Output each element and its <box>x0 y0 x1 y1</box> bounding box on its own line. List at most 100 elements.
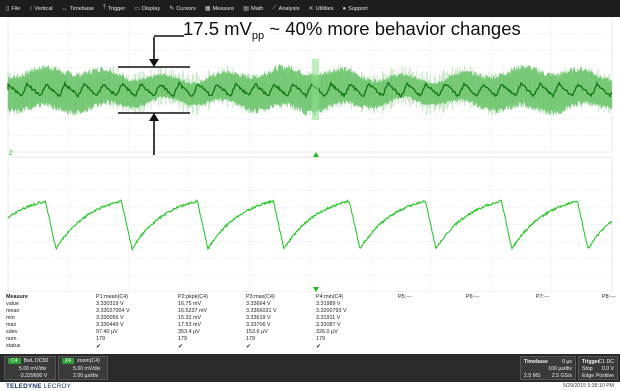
measure-cell: 3.330056 V <box>96 315 124 321</box>
file-icon: ▯ <box>6 6 10 12</box>
measure-column-header[interactable]: P6:--- <box>466 294 480 300</box>
measure-row: status ✔ ✔ ✔ ✔ <box>0 343 620 350</box>
menu-label: Support <box>348 5 368 12</box>
trigger-title: Trigger <box>582 359 600 365</box>
measure-cell: 179 <box>178 336 187 342</box>
menu-measure[interactable]: ▦ Measure <box>204 5 235 13</box>
measure-row: num 179 179 179 179 <box>0 336 620 343</box>
measure-column-header[interactable]: P4:min(C4) <box>316 294 344 300</box>
measure-row: max 3.330449 V 17.53 mV 3.33706 V 3.32087 V <box>0 322 620 329</box>
annotation-value: 17.5 mV <box>183 18 252 39</box>
trigger-marker <box>313 152 319 157</box>
measure-cell: 3.33619 V <box>246 315 271 321</box>
menu-trigger[interactable]: ⤒ Trigger <box>103 5 125 12</box>
support-icon: ● <box>342 5 347 12</box>
channel-c4-box[interactable]: C4 BwL DC50 5.00 mV/div -3.329600 V <box>4 356 56 380</box>
channel-c4-tag: C4 <box>8 358 21 364</box>
annotation-description: ~ 40% more behavior changes <box>264 18 521 39</box>
timebase-box[interactable]: Timebase 0 µs 100 µs/div 2.5 GS/s 2.5 MS <box>520 356 576 380</box>
channel-c4-offset: -3.329600 V <box>19 373 48 379</box>
analysis-icon: ⟋ <box>272 5 277 11</box>
menu-label: Vertical <box>34 5 53 12</box>
footer: TELEDYNE LECROY 5/29/2015 5:38:10 PM <box>0 382 620 391</box>
channel-z4-tag: Z4 <box>62 358 75 364</box>
menu-utilities[interactable]: ✕ Utilities <box>308 5 334 13</box>
measure-column-header[interactable]: P7:--- <box>536 294 550 300</box>
trigger-box[interactable]: Trigger C1 DC Stop 0.0 V Edge Positive <box>578 356 618 380</box>
measure-row-label: sdev <box>6 329 18 335</box>
timestamp: 5/29/2015 5:38:10 PM <box>562 383 614 389</box>
menu-support[interactable]: ● Support <box>343 6 368 12</box>
menu-label: Measure <box>212 5 235 12</box>
measure-cell: 3.33027004 V <box>96 308 130 314</box>
measure-column-header[interactable]: P8:--- <box>602 294 616 300</box>
menu-file[interactable]: ▯ File <box>6 5 21 13</box>
menu-vertical[interactable]: ↕ Vertical <box>29 6 52 12</box>
menu-cursors[interactable]: ✎ Cursors <box>169 5 196 13</box>
menu-label: Timebase <box>69 5 95 12</box>
trigger-source: C1 DC <box>598 359 614 365</box>
measure-row: value 3.330319 V 16.75 mV 3.33664 V 3.31989 … <box>0 301 620 308</box>
measure-column-header[interactable]: P5:--- <box>398 294 412 300</box>
measure-cell: 3.31911 V <box>316 315 341 321</box>
timebase-title: Timebase <box>524 359 548 365</box>
menu-analysis[interactable]: ⟋ Analysis <box>272 5 299 12</box>
menu-label: Utilities <box>315 5 334 12</box>
channel-c4-coupling: BwL DC50 <box>23 358 49 364</box>
menu-label: Trigger <box>107 5 126 12</box>
measure-column-header[interactable]: P3:max(C4) <box>246 294 275 300</box>
measure-column-header[interactable]: P1:mean(C4) <box>96 294 129 300</box>
menu-label: File <box>11 5 21 12</box>
annotation-down-arrow-head <box>149 59 159 67</box>
measure-row-label: status <box>6 343 21 349</box>
timebase-samples: 2.5 MS <box>524 373 541 379</box>
menu-label: Analysis <box>278 5 300 12</box>
annotation-text: 17.5 mVpp ~ 40% more behavior changes <box>183 18 521 42</box>
channel-descriptor-bar: C4 BwL DC50 5.00 mV/div -3.329600 V Z4 zoo… <box>0 354 620 382</box>
waveform-grid: Z <box>7 16 613 293</box>
trigger-point-band <box>312 59 319 120</box>
measure-cell: ✔ <box>178 344 184 350</box>
measure-cell: 16.75 mV <box>178 301 202 307</box>
measure-table: Measure P1:mean(C4) P2:pkpk(C4) P3:max(C4) P… <box>0 292 620 354</box>
annotation-subscript: pp <box>251 30 265 42</box>
cursors-icon: ✎ <box>169 6 175 12</box>
channel-z4-tdiv: 2.00 µs/div <box>73 373 99 379</box>
measure-cell: 3.330449 V <box>96 322 124 328</box>
measure-cell: 3.32087 V <box>316 322 341 328</box>
measure-row-label: max <box>6 322 17 328</box>
measure-cell: 179 <box>246 336 255 342</box>
menu-math[interactable]: ▤ Math <box>243 5 263 13</box>
measure-row-label: value <box>6 301 19 307</box>
menu-label: Display <box>141 5 161 12</box>
measure-cell: ✔ <box>246 344 252 350</box>
waveform-zoom-trace <box>7 80 613 99</box>
channel-z4-box[interactable]: Z4 zoom(C4) 5.00 mV/div 2.00 µs/div <box>58 356 108 380</box>
menu-display[interactable]: ▭ Display <box>134 5 161 13</box>
measure-cell: 97.40 µV <box>96 329 118 335</box>
math-icon: ▤ <box>243 6 249 12</box>
channel-c4-vdiv: 5.00 mV/div <box>19 366 47 372</box>
measure-cell: ✔ <box>96 344 102 350</box>
measure-cell: 179 <box>96 336 105 342</box>
display-icon: ▭ <box>134 6 140 12</box>
menu-timebase[interactable]: ↔ Timebase <box>62 6 94 12</box>
brand-logo: TELEDYNE LECROY <box>6 383 72 390</box>
vertical-icon: ↕ <box>29 5 33 12</box>
measure-row-label: num <box>6 336 17 342</box>
timebase-rate: 2.5 GS/s <box>551 373 572 379</box>
measure-row: min 3.330056 V 15.32 mV 3.33619 V 3.31911 V <box>0 315 620 322</box>
measure-cell: 3.31989 V <box>316 301 341 307</box>
measure-row: mean 3.33027004 V 16.5237 mV 3.3366031 V 3.3… <box>0 308 620 315</box>
trigger-mode: Stop <box>582 366 593 372</box>
measure-cell: 17.53 mV <box>178 322 202 328</box>
measure-cell: 353.4 µV <box>178 329 200 335</box>
measure-cell: 3.3366031 V <box>246 308 277 314</box>
waveform-display: Z <box>0 16 620 293</box>
measure-icon: ▦ <box>204 6 211 12</box>
timebase-delay: 0 µs <box>562 359 572 365</box>
measure-column-header[interactable]: P2:pkpk(C4) <box>178 294 208 300</box>
annotation-up-arrow-head <box>149 113 159 121</box>
trigger-icon: ⤒ <box>103 5 106 11</box>
timebase-icon: ↔ <box>61 5 68 12</box>
